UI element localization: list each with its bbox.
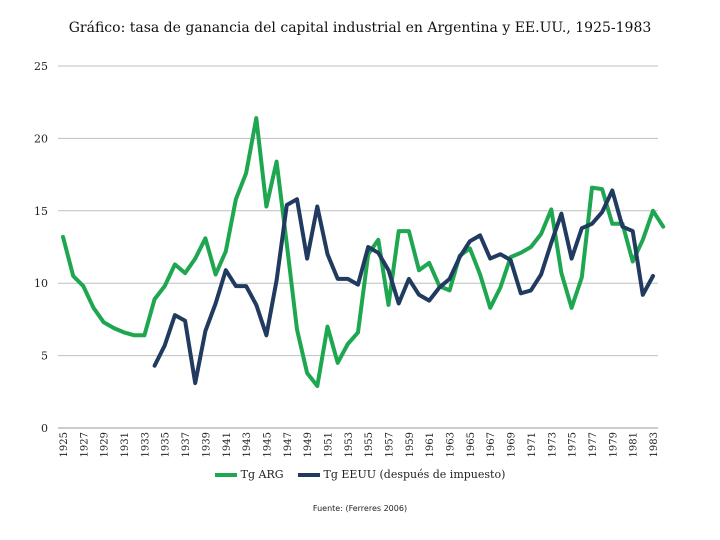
series-line-arg	[61, 116, 666, 388]
y-tick-label: 20	[34, 132, 48, 145]
x-tick-label: 1937	[181, 432, 192, 457]
source-note: Fuente: (Ferreres 2006)	[312, 504, 408, 513]
x-tick-label: 1963	[446, 432, 457, 457]
x-tick-label: 1949	[303, 432, 314, 457]
y-tick-label: 10	[34, 277, 48, 290]
chart-title: Gráfico: tasa de ganancia del capital in…	[68, 20, 652, 36]
x-tick-label: 1971	[527, 432, 538, 457]
x-tick-label: 1965	[466, 432, 477, 457]
legend-swatch-arg	[214, 472, 237, 477]
y-tick-label: 15	[34, 205, 48, 218]
x-axis-ticks: 1925 1927 1929 1931 1933 1935 1937 1939 1941 1943…	[59, 432, 660, 457]
x-tick-label: 1961	[425, 432, 436, 457]
legend-label-eeuu: Tg EEUU (después de impuesto)	[323, 468, 506, 481]
y-tick-label: 5	[41, 350, 48, 363]
legend-label-arg: Tg ARG	[240, 468, 284, 481]
x-tick-label: 1957	[385, 432, 396, 457]
y-tick-label: 25	[34, 60, 48, 73]
x-tick-label: 1955	[364, 432, 375, 457]
x-tick-label: 1927	[79, 432, 90, 457]
legend: Tg ARG Tg EEUU (después de impuesto)	[0, 468, 720, 481]
x-tick-label: 1973	[547, 432, 558, 457]
x-tick-label: 1947	[283, 432, 294, 457]
y-axis-ticks: 0 5 10 15 20 25	[34, 60, 48, 435]
x-tick-label: 1929	[100, 432, 111, 457]
x-tick-label: 1953	[344, 432, 355, 457]
x-tick-label: 1981	[629, 432, 640, 457]
x-tick-label: 1951	[323, 432, 334, 457]
x-tick-label: 1967	[486, 432, 497, 457]
x-tick-label: 1941	[222, 432, 233, 457]
x-tick-label: 1943	[242, 432, 253, 457]
legend-item-eeuu: Tg EEUU (después de impuesto)	[297, 468, 506, 481]
x-tick-label: 1933	[140, 432, 151, 457]
x-tick-label: 1945	[262, 432, 273, 457]
x-tick-label: 1975	[568, 432, 579, 457]
x-tick-label: 1979	[608, 432, 619, 457]
legend-item-arg: Tg ARG	[214, 468, 284, 481]
x-tick-label: 1925	[59, 432, 70, 457]
x-tick-label: 1983	[649, 432, 660, 457]
x-tick-label: 1959	[405, 432, 416, 457]
x-tick-label: 1935	[161, 432, 172, 457]
x-tick-label: 1977	[588, 432, 599, 457]
series-lines	[61, 116, 666, 388]
y-tick-label: 0	[41, 422, 48, 435]
legend-swatch-eeuu	[297, 472, 320, 477]
x-tick-label: 1969	[507, 432, 518, 457]
x-tick-label: 1939	[201, 432, 212, 457]
x-tick-label: 1931	[120, 432, 131, 457]
series-line-eeuu	[152, 188, 655, 386]
